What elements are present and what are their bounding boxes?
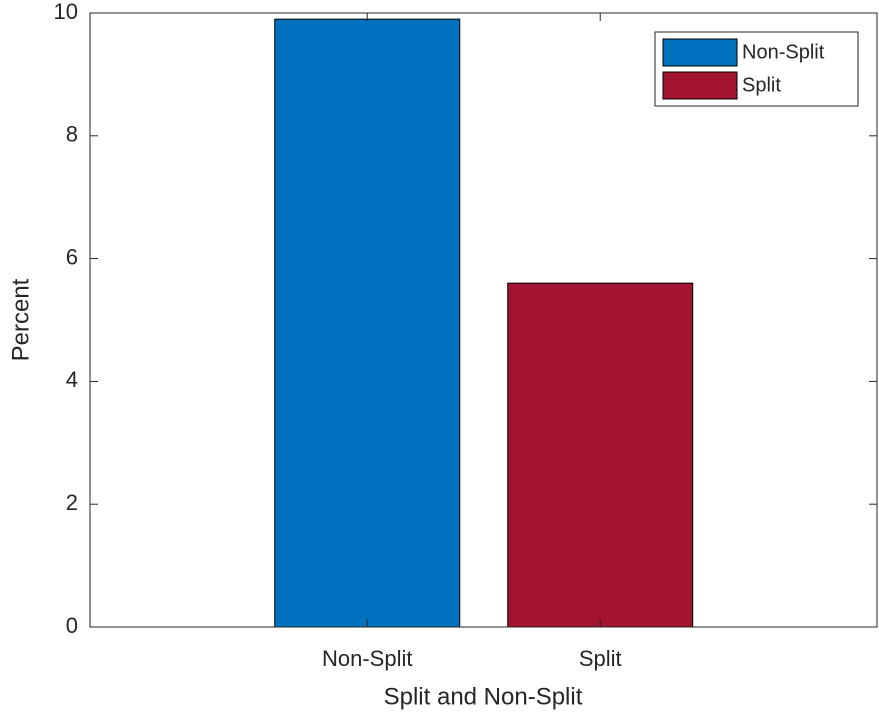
x-tick-label: Split (579, 646, 622, 671)
y-tick-label: 8 (66, 122, 78, 147)
axes-box (89, 12, 878, 628)
y-tick-label: 0 (66, 613, 78, 638)
bar (274, 18, 461, 628)
y-tick-label: 2 (66, 490, 78, 515)
y-tick-label: 10 (54, 0, 78, 24)
legend-label: Non-Split (742, 41, 825, 63)
bar (507, 282, 694, 628)
y-tick-label: 6 (66, 244, 78, 269)
x-tick-label: Non-Split (322, 646, 412, 671)
legend-swatch (662, 38, 738, 67)
x-axis-label: Split and Non-Split (384, 683, 583, 710)
legend-swatch (662, 71, 738, 100)
y-tick-label: 4 (66, 367, 78, 392)
legend-label: Split (742, 74, 781, 96)
y-axis-label: Percent (7, 278, 34, 361)
